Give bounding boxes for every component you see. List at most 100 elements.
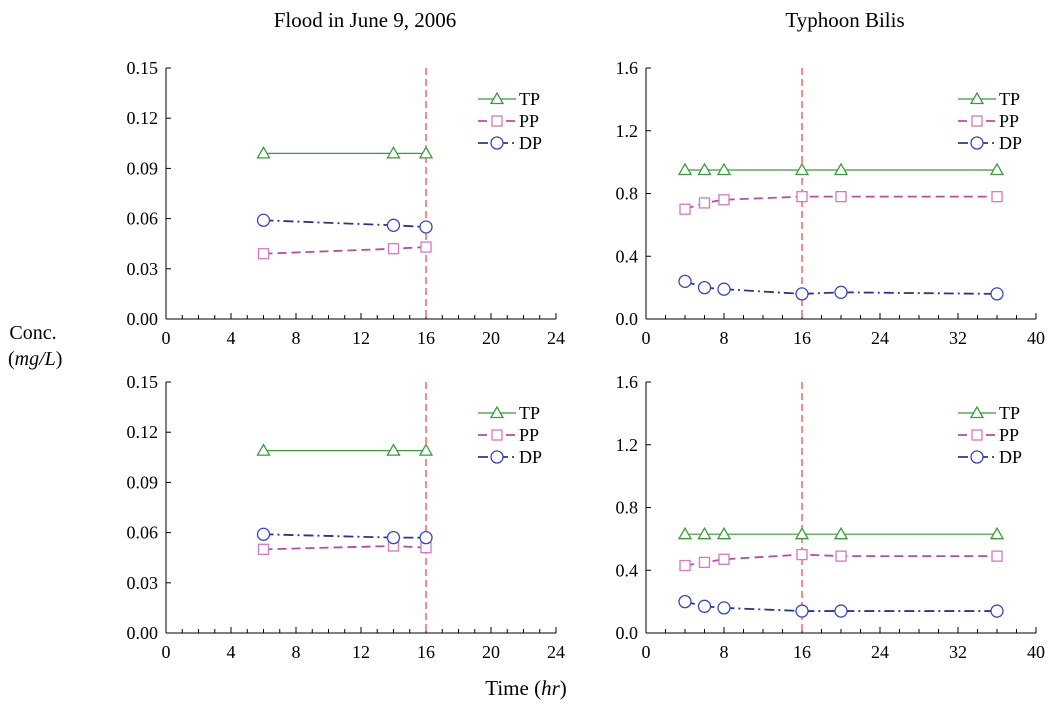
legend-label-tp: TP <box>519 89 540 109</box>
data-point-dp <box>795 287 809 301</box>
x-tick-label: 24 <box>871 328 889 348</box>
data-point-tp <box>833 526 849 540</box>
y-tick-label: 0.12 <box>127 422 159 442</box>
y-tick-label: 0.00 <box>127 623 159 643</box>
data-point-tp <box>418 146 434 159</box>
y-tick-label: 0.12 <box>127 108 159 128</box>
data-point-pp <box>698 197 711 209</box>
x-tick-label: 8 <box>292 642 301 662</box>
x-tick-label: 40 <box>1027 642 1045 662</box>
legend-label-pp: PP <box>519 425 539 445</box>
data-point-tp <box>989 162 1005 176</box>
data-point-tp <box>989 526 1005 540</box>
legend-label-dp: DP <box>999 133 1022 153</box>
data-point-tp <box>386 443 401 456</box>
series-line-dp <box>684 600 997 612</box>
x-tick-label: 24 <box>547 328 565 348</box>
legend-label-pp: PP <box>999 111 1019 131</box>
data-point-tp <box>677 162 693 176</box>
data-point-dp <box>697 599 712 613</box>
y-tick-label: 0.09 <box>127 158 159 178</box>
x-tick-label: 0 <box>642 642 651 662</box>
legend-marker-pp <box>491 115 503 127</box>
data-point-dp <box>990 604 1004 618</box>
data-point-tp <box>716 526 732 540</box>
x-tick-label: 0 <box>642 328 651 348</box>
y-tick-label: 0.8 <box>616 184 639 204</box>
chart-panel-top-left: 0.00 0.03 0.06 0.09 0.12 0.15 0 4 8 12 16 20 24 TPPPD… <box>127 58 566 348</box>
x-tick-label: 0 <box>162 642 171 662</box>
data-point-dp <box>697 280 712 295</box>
data-point-pp <box>796 548 808 561</box>
series-line-pp <box>263 545 427 551</box>
data-point-pp <box>257 248 270 260</box>
y-tick-label: 1.6 <box>616 372 639 392</box>
data-point-pp <box>718 194 730 206</box>
y-tick-label: 0.15 <box>127 58 159 78</box>
y-tick-label: 0.0 <box>616 309 639 329</box>
data-point-dp <box>419 530 433 545</box>
y-tick-label: 1.2 <box>616 435 639 455</box>
data-point-dp <box>678 594 692 609</box>
series-line-pp <box>263 246 427 255</box>
data-point-pp <box>991 550 1003 562</box>
legend-marker-tp <box>969 91 985 105</box>
x-tick-label: 12 <box>352 642 370 662</box>
series-line-dp <box>684 280 998 295</box>
x-tick-label: 24 <box>871 642 889 662</box>
legend-label-tp: TP <box>999 403 1020 423</box>
x-tick-label: 0 <box>162 328 171 348</box>
data-point-pp <box>796 190 808 203</box>
x-tick-label: 8 <box>720 642 729 662</box>
legend-marker-pp <box>491 429 503 441</box>
y-tick-label: 0.15 <box>127 372 159 392</box>
y-tick-label: 0.8 <box>616 498 639 518</box>
data-point-dp <box>717 282 731 296</box>
x-tick-label: 32 <box>949 642 967 662</box>
data-point-pp <box>679 559 691 572</box>
data-point-pp <box>679 203 691 215</box>
data-point-tp <box>418 443 434 456</box>
x-tick-label: 16 <box>417 328 435 348</box>
legend-label-dp: DP <box>519 447 542 467</box>
data-point-tp <box>697 526 712 540</box>
x-tick-label: 16 <box>793 328 811 348</box>
data-point-dp <box>990 287 1004 301</box>
legend-label-dp: DP <box>519 133 542 153</box>
data-point-tp <box>794 162 810 176</box>
x-tick-label: 16 <box>793 642 811 662</box>
x-axis-label: Time (hr) <box>485 676 567 700</box>
x-axis-label-unit: hr <box>541 676 560 700</box>
y-tick-label: 0.06 <box>127 523 159 543</box>
data-point-pp <box>991 190 1003 203</box>
x-tick-label: 20 <box>482 642 500 662</box>
legend-label-tp: TP <box>519 403 540 423</box>
data-point-dp <box>419 220 433 234</box>
data-point-pp <box>257 543 270 555</box>
y-tick-label: 0.4 <box>616 246 639 266</box>
data-point-dp <box>256 527 271 541</box>
data-point-tp <box>256 146 271 159</box>
x-tick-label: 4 <box>227 328 236 348</box>
series-line-dp <box>263 533 426 539</box>
data-point-pp <box>835 190 847 203</box>
x-tick-label: 8 <box>292 328 301 348</box>
legend-marker-tp <box>489 91 505 105</box>
x-tick-label: 4 <box>227 642 236 662</box>
data-point-tp <box>716 162 732 176</box>
chart-title-right: Typhoon Bilis <box>785 8 905 32</box>
chart-title-left: Flood in June 9, 2006 <box>273 8 457 32</box>
y-tick-label: 0.0 <box>616 623 639 643</box>
y-axis-label-text: Conc. <box>9 322 57 344</box>
x-tick-label: 16 <box>417 642 435 662</box>
data-point-pp <box>387 243 400 255</box>
data-point-dp <box>795 604 809 618</box>
legend-marker-pp <box>971 429 983 441</box>
data-point-dp <box>834 285 848 299</box>
data-point-dp <box>386 530 401 545</box>
data-point-pp <box>698 556 711 569</box>
y-tick-label: 0.06 <box>127 209 159 229</box>
y-tick-label: 0.00 <box>127 309 159 329</box>
